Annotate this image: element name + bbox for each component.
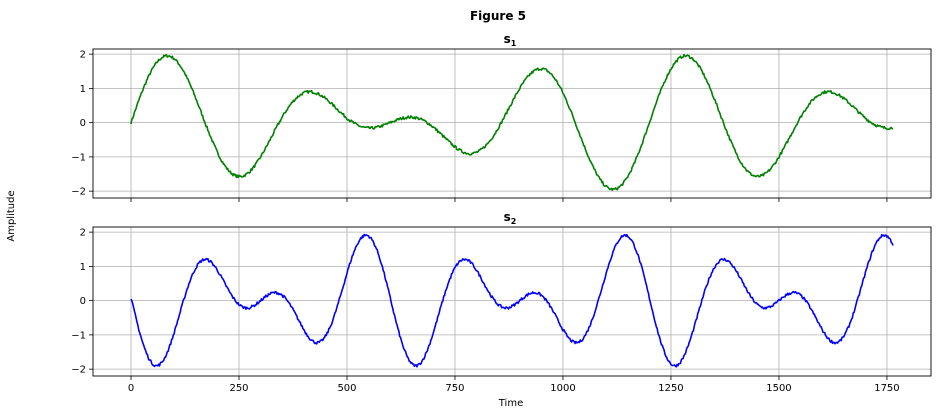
- subplot-title-main: s: [504, 210, 511, 224]
- ytick-label: 0: [80, 118, 86, 129]
- ytick-label: 1: [80, 84, 86, 95]
- subplot-title-sub: 2: [511, 217, 517, 226]
- xtick-label: 1750: [874, 383, 899, 394]
- subplot-title: s1: [504, 32, 517, 48]
- xtick-label: 1500: [766, 383, 791, 394]
- subplot-1: 210−1−2s1: [71, 32, 932, 202]
- ytick-label: 2: [80, 228, 86, 239]
- xtick-label: 250: [229, 383, 248, 394]
- axes-frame: [92, 48, 932, 199]
- ytick-label: 1: [80, 262, 86, 273]
- xtick-label: 1250: [658, 383, 683, 394]
- ytick-label: −2: [71, 365, 86, 376]
- ytick-label: −1: [71, 152, 86, 163]
- figure-title: Figure 5: [470, 9, 526, 23]
- axes-frame: [92, 226, 932, 377]
- ytick-label: 2: [80, 50, 86, 61]
- ytick-label: −2: [71, 187, 86, 198]
- xtick-label: 750: [445, 383, 464, 394]
- xtick-label: 500: [337, 383, 356, 394]
- subplot-title-main: s: [504, 32, 511, 46]
- subplot-title-sub: 1: [511, 39, 517, 48]
- xtick-label: 0: [128, 383, 134, 394]
- subplot-title: s2: [504, 210, 517, 226]
- figure-xlabel: Time: [498, 398, 523, 409]
- ytick-label: 0: [80, 296, 86, 307]
- ytick-label: −1: [71, 330, 86, 341]
- series-line: [130, 233, 894, 368]
- series-line: [130, 53, 894, 192]
- xtick-label: 1000: [550, 383, 575, 394]
- figure-ylabel: Amplitude: [6, 190, 17, 241]
